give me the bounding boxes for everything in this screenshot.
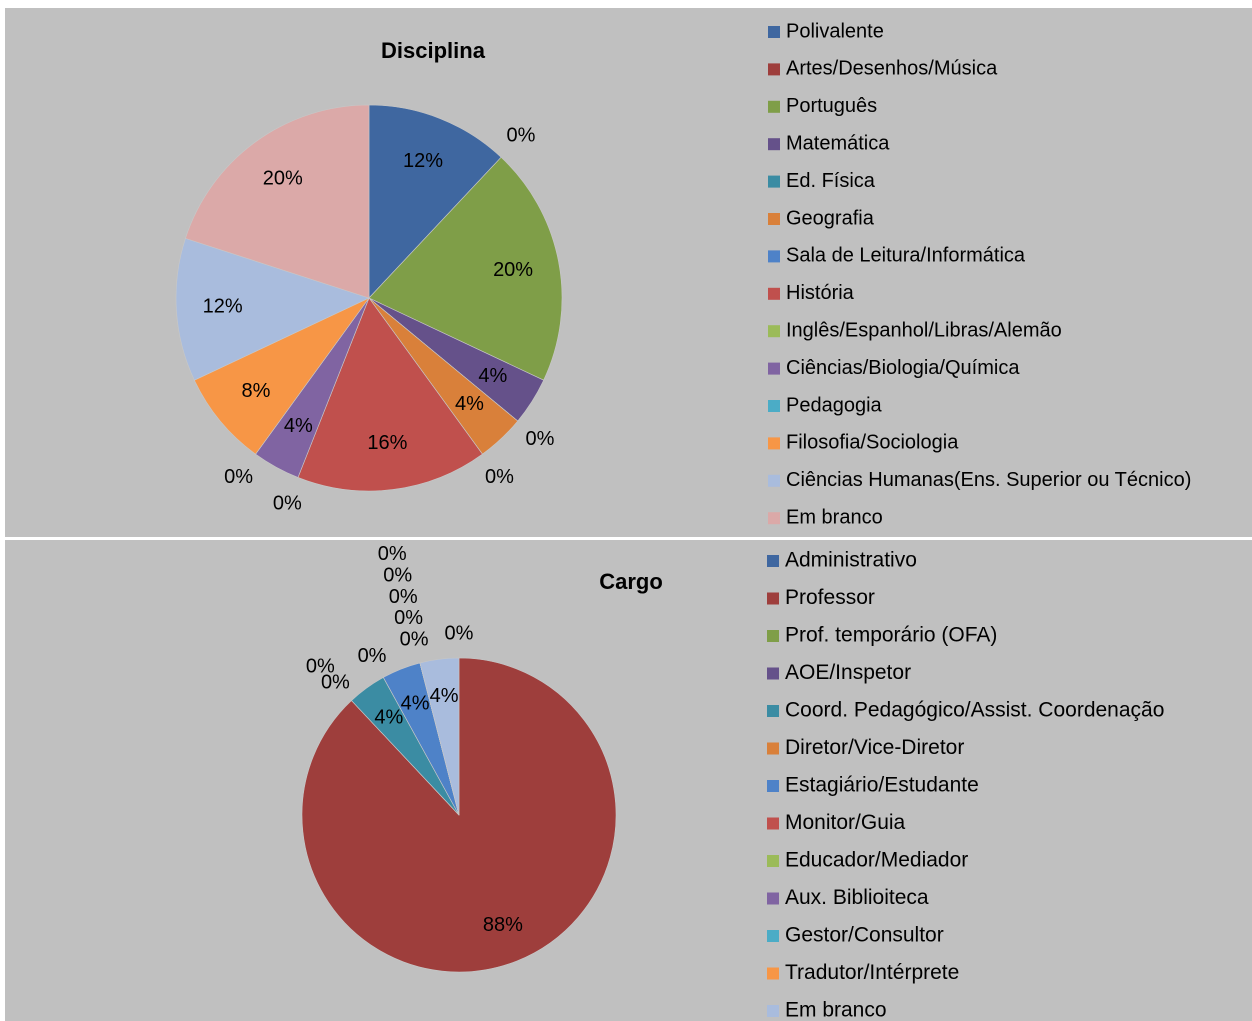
legend-swatch: [768, 287, 780, 300]
data-label: 8%: [242, 380, 271, 402]
pie-slice: [297, 297, 483, 492]
legend-label: Monitor/Guia: [785, 811, 906, 834]
data-label: 4%: [430, 685, 459, 707]
data-label: 0%: [224, 466, 253, 488]
legend-label: Matemática: [786, 132, 890, 154]
data-label: 0%: [394, 607, 423, 629]
data-label: 12%: [403, 150, 443, 172]
legend-label: Aux. Biblioiteca: [785, 886, 929, 909]
legend-swatch: [768, 400, 780, 412]
data-label: 0%: [389, 586, 418, 608]
legend-swatch: [768, 250, 780, 263]
legend-label: Pedagogia: [786, 394, 883, 416]
data-label: 4%: [401, 692, 430, 714]
legend-label: Ciências/Biologia/Química: [786, 357, 1020, 379]
data-label: 0%: [378, 543, 407, 565]
legend-swatch: [767, 817, 779, 830]
data-label: 16%: [367, 432, 407, 454]
data-label: 12%: [203, 295, 243, 317]
legend-label: Estagiário/Estudante: [785, 774, 979, 797]
legend-label: Polivalente: [786, 20, 884, 42]
data-label: 88%: [483, 914, 523, 936]
legend-label: Professor: [785, 586, 875, 609]
legend-swatch: [768, 437, 780, 450]
legend-label: Administrativo: [785, 549, 917, 572]
legend-swatch: [767, 592, 779, 605]
legend-swatch: [768, 138, 780, 151]
legend-label: Ciências Humanas(Ens. Superior ou Técnic…: [786, 469, 1191, 491]
data-label: 0%: [358, 645, 387, 667]
legend-label: Gestor/Consultor: [785, 924, 944, 947]
data-label: 0%: [383, 564, 412, 586]
panel: [5, 540, 1252, 1021]
legend-label: Ed. Física: [786, 170, 876, 192]
legend-label: Português: [786, 95, 877, 117]
data-label: 0%: [400, 628, 429, 650]
legend-label: Tradutor/Intérprete: [785, 961, 959, 984]
legend-swatch: [768, 325, 780, 338]
legend-swatch: [767, 967, 779, 980]
legend-label: Diretor/Vice-Diretor: [785, 736, 964, 759]
data-label: 4%: [478, 365, 507, 387]
legend-swatch: [768, 474, 780, 487]
pie-slice: [419, 657, 460, 816]
chart-title: Disciplina: [381, 38, 486, 63]
legend-swatch: [767, 892, 779, 905]
legend-label: Geografia: [786, 207, 875, 229]
legend-swatch: [768, 100, 780, 113]
data-label: 0%: [321, 672, 350, 694]
pie-slice: [185, 104, 370, 299]
legend-label: História: [786, 282, 855, 304]
legend-swatch: [768, 26, 780, 38]
legend-label: Em branco: [785, 999, 887, 1021]
data-label: 0%: [526, 428, 555, 450]
legend-swatch: [767, 705, 779, 717]
data-label: 20%: [493, 259, 533, 281]
data-label: 4%: [455, 393, 484, 415]
data-label: 0%: [445, 623, 474, 645]
data-label: 0%: [306, 656, 335, 678]
data-label: 0%: [506, 124, 535, 146]
data-label: 20%: [263, 168, 303, 190]
pie-slice: [193, 297, 370, 455]
data-label: 0%: [273, 493, 302, 515]
legend-label: AOE/Inspetor: [785, 661, 911, 684]
data-label: 4%: [374, 707, 403, 729]
legend-label: Filosofia/Sociologia: [786, 432, 959, 454]
legend-swatch: [767, 1005, 779, 1017]
legend-swatch: [768, 362, 780, 375]
legend-swatch: [767, 667, 779, 680]
data-label: 4%: [284, 415, 313, 437]
legend-swatch: [768, 175, 780, 188]
legend-swatch: [768, 512, 780, 525]
legend-label: Em branco: [786, 506, 883, 528]
pie-slice: [175, 237, 370, 381]
legend-label: Artes/Desenhos/Música: [786, 58, 998, 80]
legend-swatch: [768, 213, 780, 225]
pie-slice: [368, 156, 563, 381]
legend-swatch: [767, 780, 779, 792]
data-label: 0%: [485, 466, 514, 488]
legend-swatch: [768, 63, 780, 76]
legend-swatch: [767, 742, 779, 755]
legend-swatch: [767, 855, 779, 867]
pie-slice: [368, 104, 502, 299]
legend-swatch: [767, 930, 779, 942]
chart-title: Cargo: [599, 569, 663, 594]
legend-swatch: [767, 555, 779, 567]
legend-swatch: [767, 630, 779, 642]
legend-label: Prof. temporário (OFA): [785, 624, 997, 647]
legend-label: Inglês/Espanhol/Libras/Alemão: [786, 319, 1062, 341]
legend-label: Sala de Leitura/Informática: [786, 245, 1026, 267]
legend-label: Educador/Mediador: [785, 849, 968, 872]
legend-label: Coord. Pedagógico/Assist. Coordenação: [785, 699, 1164, 722]
